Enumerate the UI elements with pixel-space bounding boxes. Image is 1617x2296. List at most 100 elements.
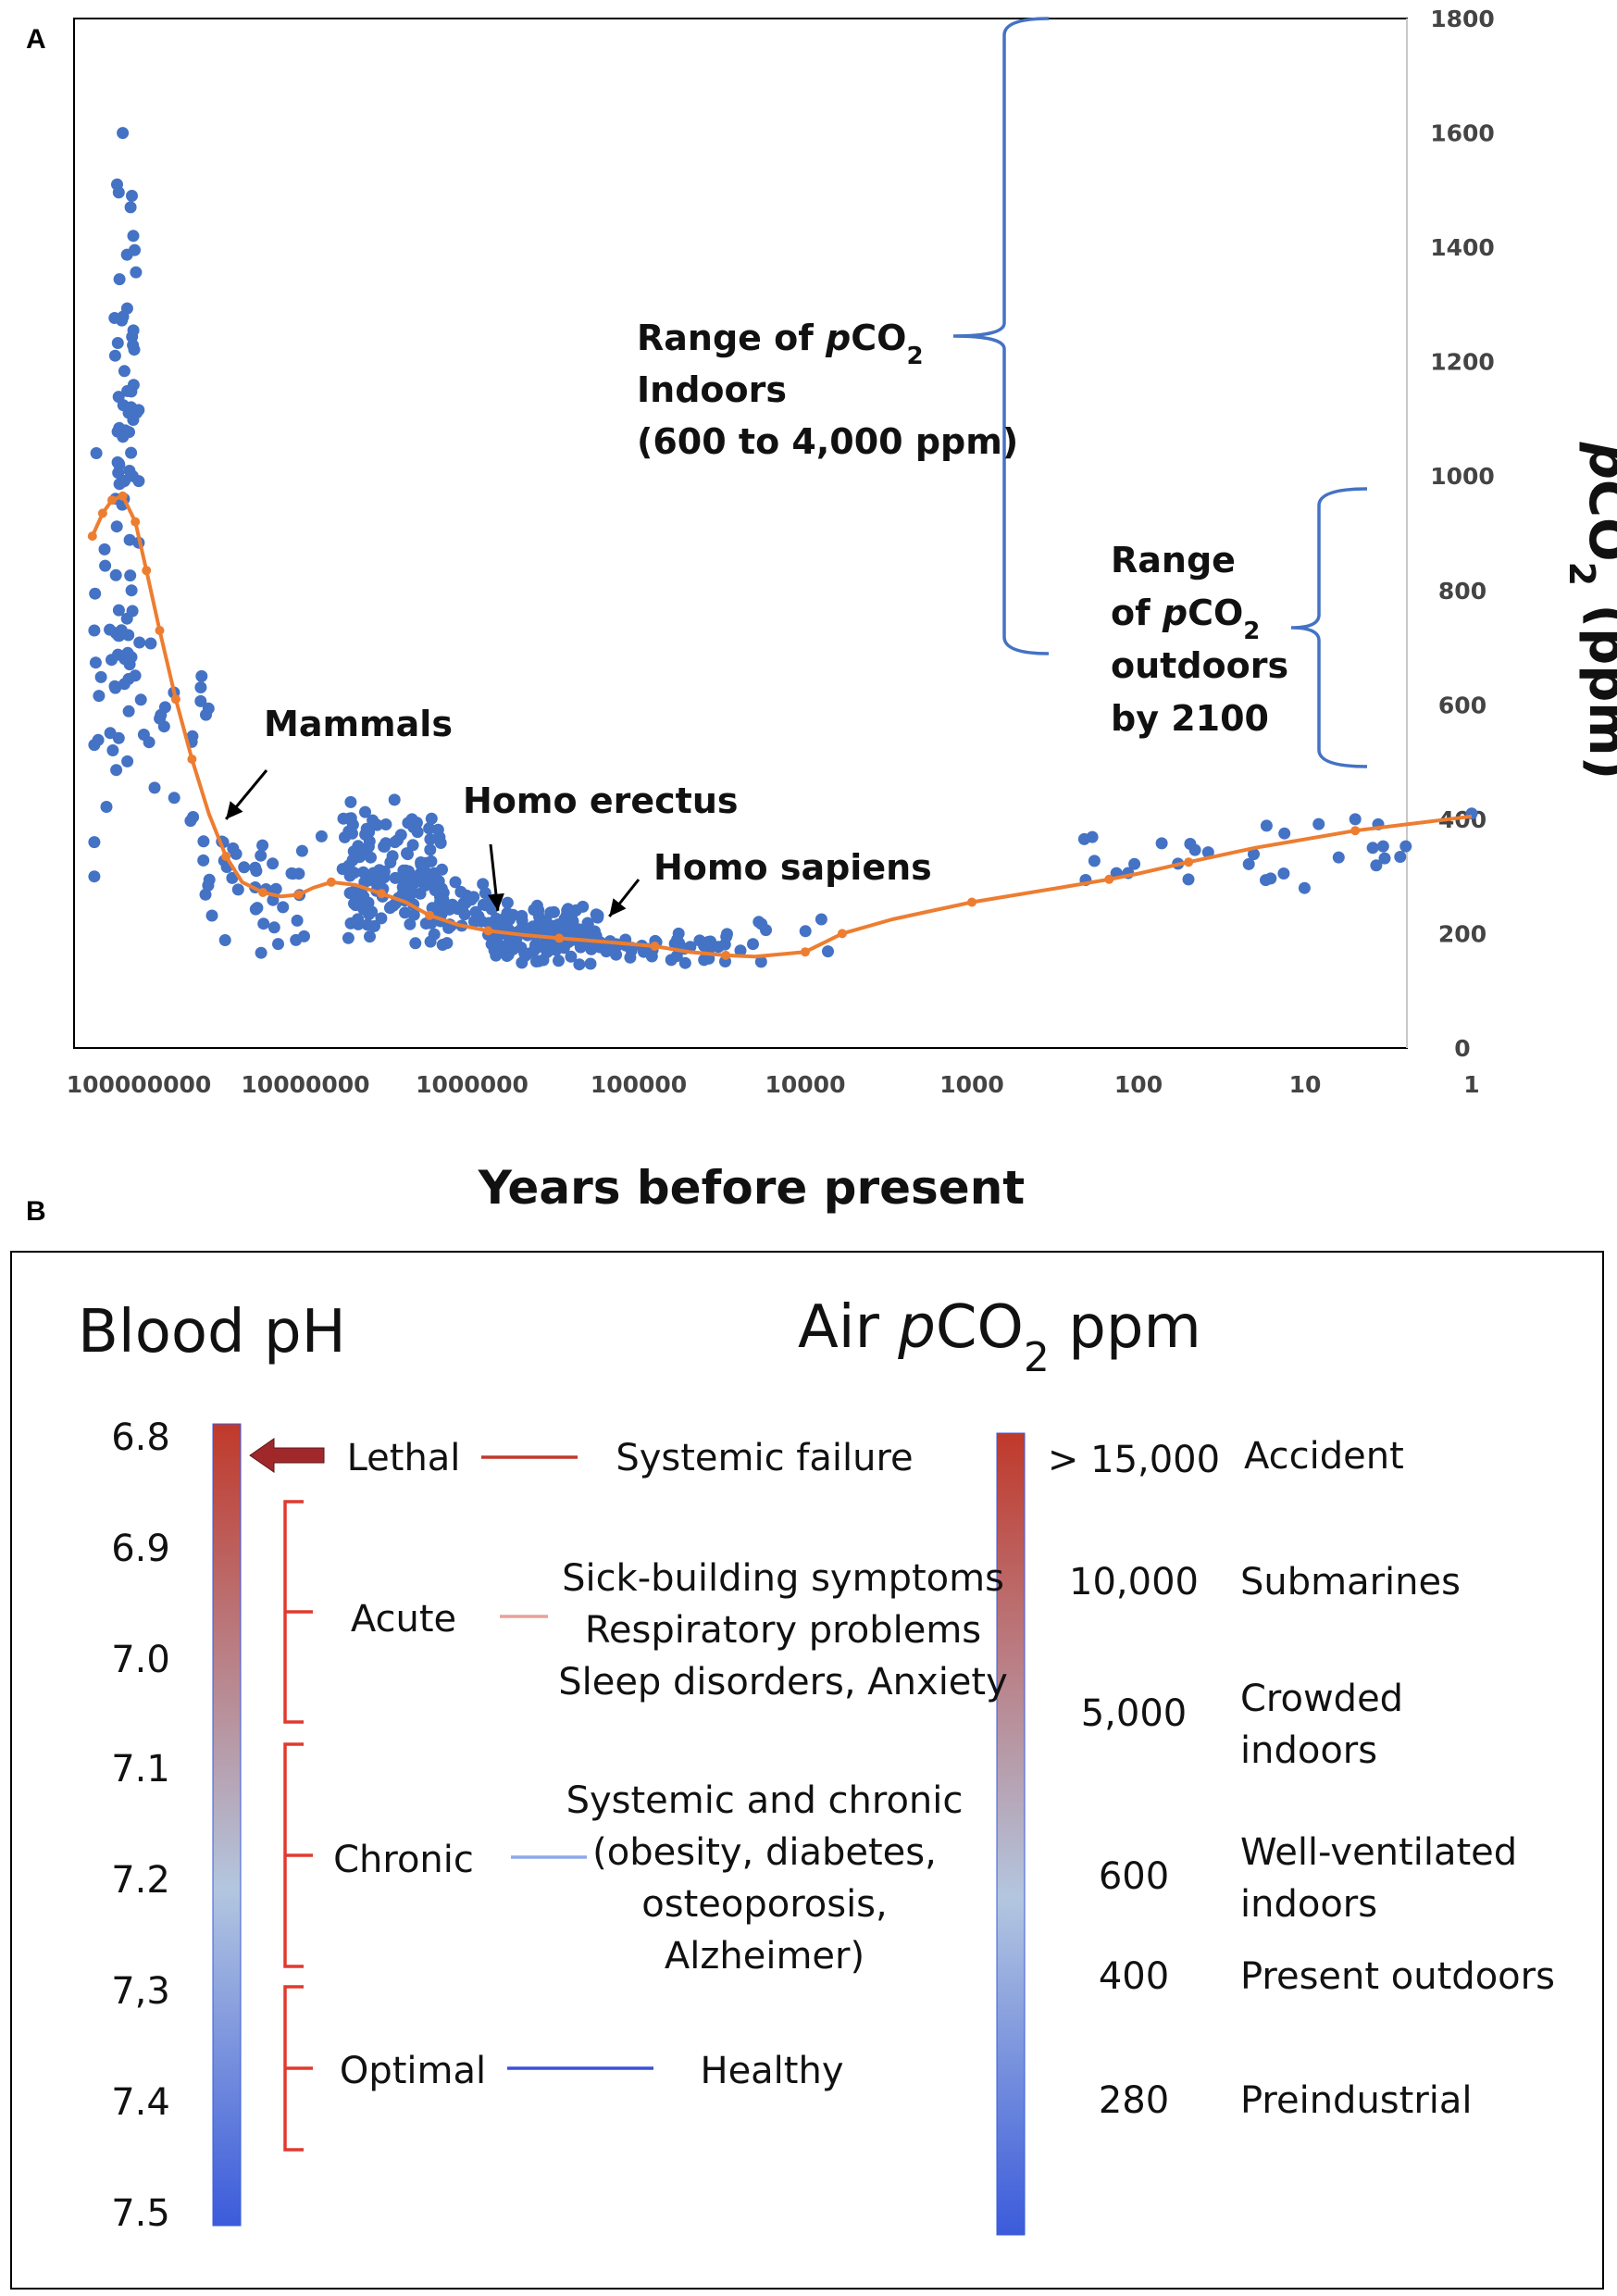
scatter-point — [344, 795, 357, 808]
x-tick-label: 1000 — [939, 1071, 1004, 1098]
annotation-arrowhead — [609, 898, 627, 917]
scatter-point — [1366, 842, 1379, 855]
y-tick-label: 1400 — [1430, 234, 1495, 261]
scatter-point — [315, 830, 328, 842]
scatter-point — [1370, 859, 1383, 872]
trend-point — [187, 755, 197, 764]
y-tick-label: 1600 — [1430, 120, 1495, 147]
y-tick-label: 1200 — [1430, 349, 1495, 376]
scatter-point — [255, 946, 267, 959]
scatter-point — [392, 834, 404, 846]
scatter-point — [298, 930, 310, 942]
scatter-point — [460, 889, 473, 902]
x-tick-label: 100000 — [591, 1071, 687, 1098]
scatter-point — [118, 365, 131, 378]
scatter-point — [127, 379, 140, 392]
trend-point — [155, 626, 165, 635]
scatter-point — [117, 127, 130, 140]
scatter-point — [1088, 855, 1101, 867]
scatter-point — [1182, 873, 1195, 886]
scatter-point — [822, 945, 834, 958]
scatter-point — [1378, 852, 1391, 865]
scatter-point — [88, 739, 101, 752]
scatter-point — [111, 337, 124, 349]
scatter-point — [104, 727, 117, 740]
scatter-point — [122, 672, 135, 685]
scatter-point — [342, 859, 355, 872]
scatter-point — [144, 637, 157, 650]
scatter-point — [388, 793, 401, 806]
scatter-point — [573, 958, 586, 971]
scatter-point — [566, 909, 578, 922]
scatter-point — [720, 930, 733, 943]
scatter-point — [698, 954, 711, 967]
scatter-point — [269, 882, 282, 895]
scatter-point — [90, 447, 103, 459]
scatter-point — [267, 857, 280, 870]
scatter-point — [134, 693, 147, 706]
x-axis-label: Years before present — [478, 1161, 1025, 1215]
scatter-point — [256, 839, 269, 852]
ph-range-bracket — [283, 1742, 313, 1968]
scatter-point — [375, 912, 388, 925]
scatter-point — [389, 871, 402, 884]
scatter-point — [148, 781, 161, 794]
scatter-point — [184, 815, 197, 828]
scatter-point — [548, 905, 560, 918]
annotation-label: Homo erectus — [463, 780, 739, 821]
scatter-point — [106, 744, 119, 756]
scatter-point — [407, 908, 420, 921]
trend-point — [1104, 874, 1114, 884]
trend-point — [97, 508, 107, 518]
scatter-point — [424, 843, 437, 856]
scatter-point — [132, 475, 145, 488]
scatter-point — [815, 913, 827, 926]
scatter-point — [272, 938, 284, 951]
scatter-point — [110, 764, 123, 777]
scatter-point — [291, 914, 304, 927]
indoor-range-label: Range of pCO2 — [637, 318, 924, 370]
y-axis-label: pCO2 (ppm) — [1561, 442, 1617, 780]
scatter-point — [458, 908, 471, 921]
co2-description: Preindustrial — [1240, 2079, 1473, 2122]
axis-ticks: 100000000 10000000 1000000 100000 10000 1000 1… — [67, 6, 1495, 1098]
y-tick-label: 0 — [1454, 1035, 1470, 1062]
scatter-point — [125, 401, 138, 414]
ph-range-bracket — [283, 1985, 313, 2152]
scatter-point — [226, 871, 239, 884]
ph-range-bracket — [283, 1500, 313, 1724]
trend-point — [650, 942, 660, 951]
scatter-point — [186, 730, 199, 742]
y-tick-label: 800 — [1438, 578, 1486, 605]
scatter-point — [342, 812, 355, 825]
x-tick-label: 10 — [1289, 1071, 1322, 1098]
scatter-point — [1264, 872, 1277, 885]
scatter-point — [1184, 838, 1197, 850]
scatter-point — [116, 314, 129, 327]
scatter-point — [678, 956, 691, 969]
scatter-point — [231, 883, 244, 896]
outdoor-range-label: Range — [1111, 540, 1236, 580]
ph-label: 7.0 — [111, 1639, 170, 1681]
scatter-point — [1332, 851, 1345, 864]
scatter-point — [416, 869, 429, 882]
scatter-point — [108, 680, 121, 693]
effect-text: Systemic and chronic — [566, 1779, 964, 1822]
scatter-point — [409, 937, 422, 950]
scatter-point — [482, 917, 495, 930]
ph-label: 7,3 — [111, 1970, 170, 2013]
scatter-point — [357, 866, 369, 879]
scatter-point — [610, 948, 623, 961]
scatter-point — [133, 636, 146, 649]
category-label: Optimal — [340, 2050, 486, 2092]
trend-point — [377, 889, 387, 899]
scatter-point — [1349, 813, 1362, 826]
trend-point — [87, 531, 97, 542]
scatter-point — [99, 559, 112, 572]
scatter-point — [257, 917, 270, 930]
scatter-point — [485, 903, 498, 916]
scatter-point — [386, 850, 399, 863]
scatter-point — [1376, 840, 1389, 853]
scatter-point — [384, 901, 397, 914]
